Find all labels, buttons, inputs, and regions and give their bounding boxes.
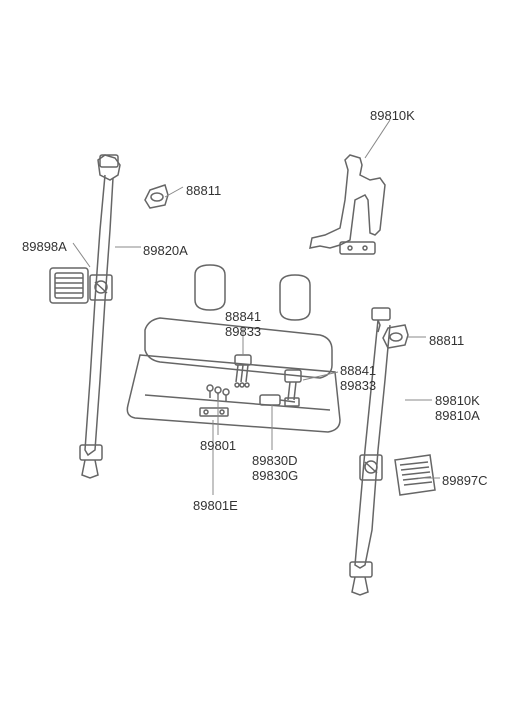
- part-right-retractor-box: [395, 455, 435, 495]
- part-bracket-top: [310, 155, 385, 254]
- label-89830G: 89830G: [252, 468, 298, 483]
- label-89810K-right: 89810K: [435, 393, 480, 408]
- parts-diagram: [0, 0, 532, 727]
- part-connector: [260, 395, 295, 405]
- label-89801: 89801: [200, 438, 236, 453]
- label-89898A: 89898A: [22, 239, 67, 254]
- label-89810A: 89810A: [435, 408, 480, 423]
- label-88811-left: 88811: [186, 183, 221, 198]
- label-88811-right: 88811: [429, 333, 464, 348]
- label-88841-top: 88841: [225, 309, 261, 324]
- part-left-retractor: [50, 268, 112, 303]
- diagram-svg: [0, 0, 532, 727]
- label-89820A: 89820A: [143, 243, 188, 258]
- part-left-belt: [80, 155, 120, 478]
- label-89833-top: 89833: [225, 324, 261, 339]
- part-bracket-89801e: [200, 408, 228, 416]
- label-89810K-top: 89810K: [370, 108, 415, 123]
- part-right-cap: [383, 325, 408, 348]
- label-88841-right: 88841: [340, 363, 376, 378]
- label-89833-right: 89833: [340, 378, 376, 393]
- label-89801E: 89801E: [193, 498, 238, 513]
- part-seat-bench: [127, 265, 340, 432]
- part-right-belt: [350, 308, 390, 595]
- part-left-cap: [145, 185, 168, 208]
- label-89897C: 89897C: [442, 473, 488, 488]
- label-89830D: 89830D: [252, 453, 298, 468]
